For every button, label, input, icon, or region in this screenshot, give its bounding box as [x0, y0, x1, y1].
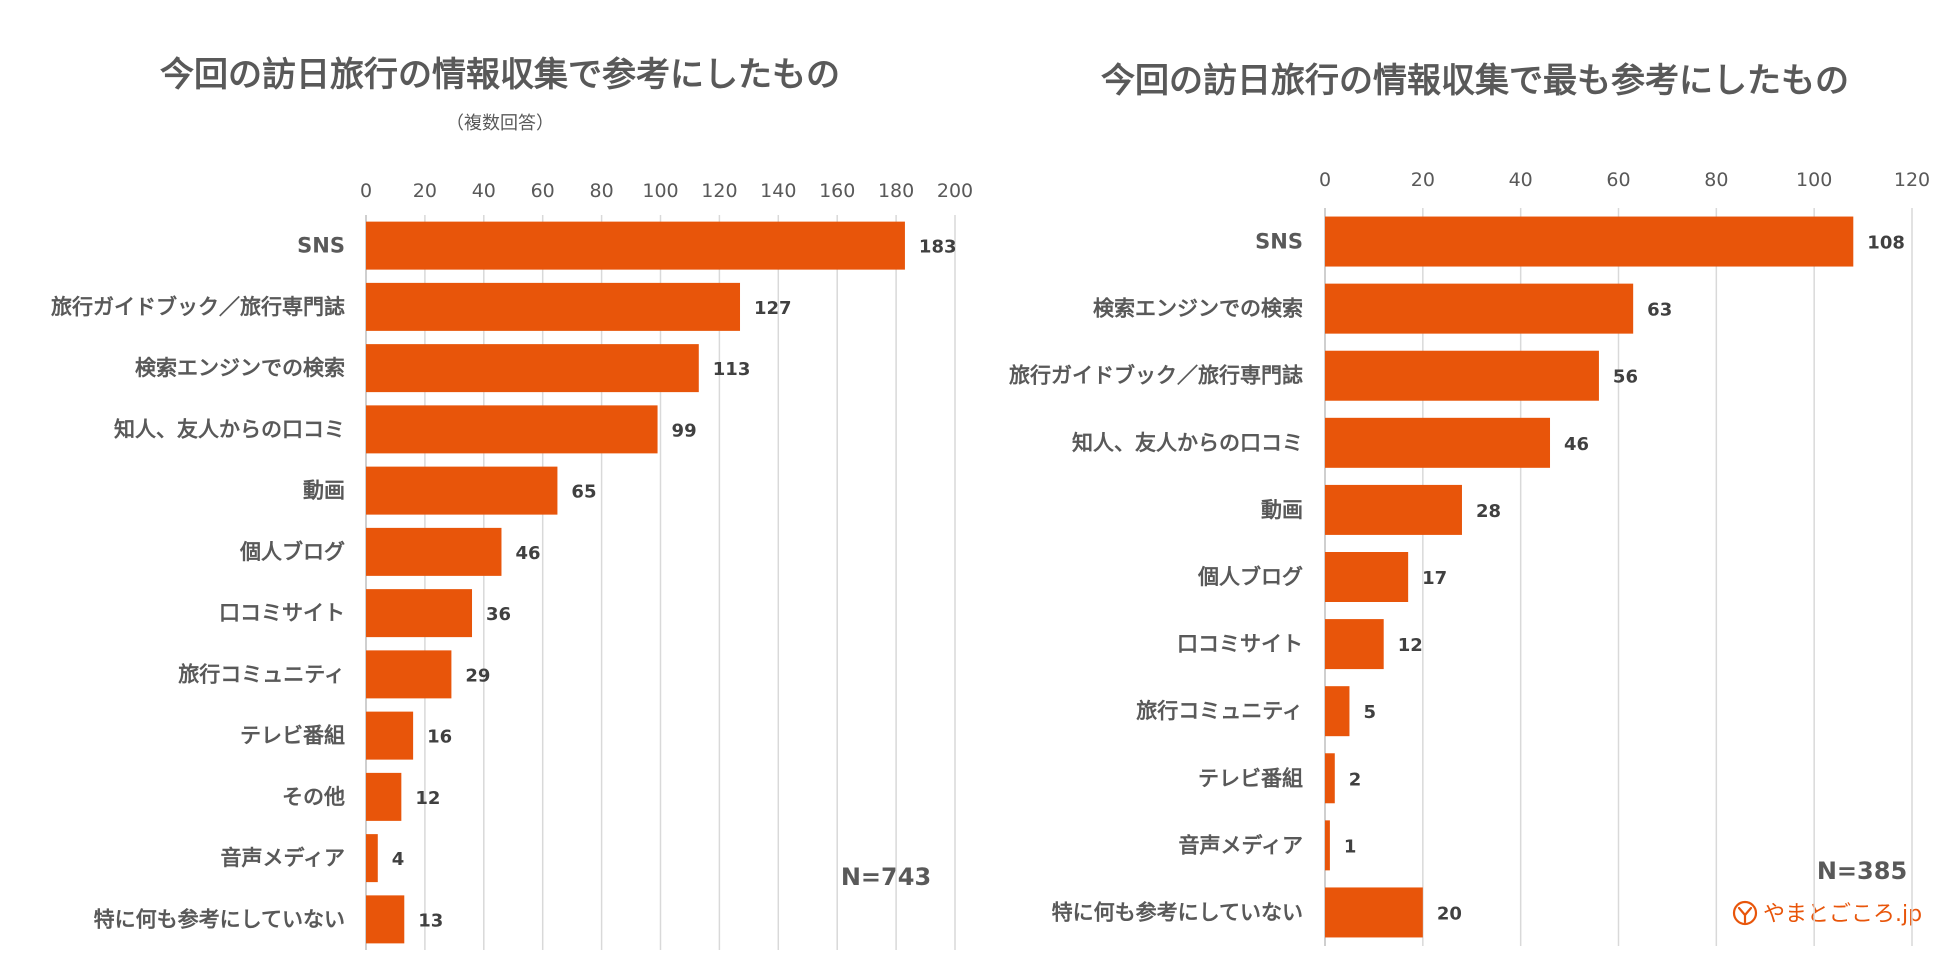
category-label: 旅行コミュニティ [1136, 699, 1303, 723]
category-label: 音声メディア [1178, 833, 1303, 857]
bar [1325, 619, 1384, 670]
data-label: 56 [1613, 367, 1638, 388]
data-label: 99 [672, 420, 697, 441]
data-label: 1 [1344, 836, 1357, 857]
category-label: 特に何も参考にしていない [94, 907, 345, 931]
chart-2-n-label: N=385 [1817, 857, 1907, 885]
data-label: 113 [713, 359, 751, 380]
bar [366, 527, 502, 576]
category-label: 動画 [1261, 498, 1303, 522]
data-label: 12 [1398, 635, 1423, 656]
logo-icon [1732, 900, 1758, 926]
chart-1-title: 今回の訪日旅行の情報収集で参考にしたもの [160, 55, 840, 95]
bar [1325, 820, 1330, 871]
category-label: 知人、友人からの口コミ [114, 417, 345, 441]
bar [366, 895, 405, 944]
data-label: 65 [571, 482, 596, 503]
category-label: 旅行ガイドブック／旅行専門誌 [51, 295, 345, 319]
chart-2-title: 今回の訪日旅行の情報収集で最も参考にしたもの [1101, 61, 1849, 101]
bar [366, 772, 402, 821]
bar [1325, 686, 1350, 737]
data-label: 2 [1349, 769, 1362, 790]
x-tick-label: 120 [701, 180, 737, 202]
bar [1325, 484, 1462, 535]
chart-1-n-label: N=743 [841, 863, 931, 891]
category-label: 口コミサイト [219, 601, 345, 625]
category-label: 特に何も参考にしていない [1052, 900, 1303, 924]
category-label: 知人、友人からの口コミ [1072, 431, 1303, 455]
bar [1325, 753, 1335, 804]
category-label: 旅行コミュニティ [178, 662, 345, 686]
category-label: 旅行ガイドブック／旅行専門誌 [1009, 364, 1303, 388]
x-tick-label: 100 [1796, 169, 1832, 191]
bar [1325, 887, 1423, 938]
x-tick-label: 40 [1509, 169, 1533, 191]
data-label: 29 [465, 665, 490, 686]
bar [1325, 552, 1409, 602]
bar [366, 650, 452, 699]
bar [366, 466, 558, 515]
x-tick-label: 160 [819, 180, 855, 202]
category-label: SNS [297, 234, 345, 258]
data-label: 13 [418, 910, 443, 931]
data-label: 16 [427, 727, 452, 748]
data-label: 17 [1422, 568, 1447, 589]
x-tick-label: 20 [413, 180, 437, 202]
logo-text: やまとごころ.jp [1763, 902, 1922, 927]
data-label: 36 [486, 604, 511, 625]
chart-1: 0 20 40 60 80 100 120 140 160 180 200 SNS 183 旅行ガイドブッ… [51, 180, 973, 950]
data-label: 4 [392, 849, 405, 870]
brand-logo[interactable]: やまとごころ.jp [1732, 900, 1922, 927]
category-label: 個人ブログ [239, 540, 345, 564]
category-label: テレビ番組 [240, 724, 345, 748]
category-label: 音声メディア [220, 846, 345, 870]
data-label: 5 [1363, 702, 1376, 723]
category-label: SNS [1255, 230, 1303, 254]
bar [366, 834, 378, 883]
x-tick-label: 60 [1606, 169, 1630, 191]
bar [366, 344, 699, 393]
bar [366, 282, 741, 331]
x-tick-label: 140 [760, 180, 796, 202]
bar [366, 711, 414, 760]
category-label: その他 [282, 785, 345, 809]
data-label: 20 [1437, 903, 1462, 924]
category-label: テレビ番組 [1198, 766, 1303, 790]
data-label: 63 [1647, 300, 1672, 321]
bar [366, 405, 658, 454]
chart-1-subtitle: （複数回答） [446, 113, 554, 134]
x-tick-label: 100 [642, 180, 678, 202]
category-label: 検索エンジンでの検索 [1093, 297, 1303, 321]
data-label: 127 [754, 298, 792, 319]
category-label: 個人ブログ [1197, 565, 1303, 589]
x-tick-label: 80 [590, 180, 614, 202]
data-label: 183 [919, 237, 957, 258]
data-label: 46 [515, 543, 540, 564]
x-tick-label: 120 [1894, 169, 1930, 191]
data-label: 12 [415, 788, 440, 809]
x-tick-label: 200 [937, 180, 973, 202]
bar [1325, 350, 1599, 401]
bar [366, 221, 905, 270]
category-label: 口コミサイト [1177, 632, 1303, 656]
data-label: 108 [1867, 233, 1905, 254]
data-label: 28 [1476, 501, 1501, 522]
data-label: 46 [1564, 434, 1589, 455]
x-tick-label: 20 [1411, 169, 1435, 191]
bar [1325, 216, 1854, 267]
bar [1325, 283, 1634, 334]
x-tick-label: 40 [472, 180, 496, 202]
x-tick-label: 0 [1319, 169, 1331, 191]
x-tick-label: 180 [878, 180, 914, 202]
x-tick-label: 0 [360, 180, 372, 202]
x-tick-label: 60 [531, 180, 555, 202]
category-label: 検索エンジンでの検索 [135, 356, 345, 380]
x-tick-label: 80 [1704, 169, 1728, 191]
bar [1325, 417, 1551, 468]
category-label: 動画 [303, 479, 345, 503]
bar [366, 589, 473, 638]
